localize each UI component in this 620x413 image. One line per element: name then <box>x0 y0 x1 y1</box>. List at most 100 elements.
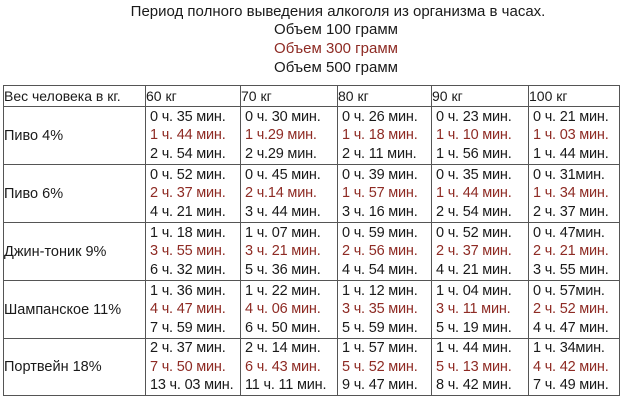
weight-header: 70 кг <box>240 85 338 107</box>
time-300g: 3 ч. 11 мин. <box>436 301 511 318</box>
time-cell: 1 ч. 04 мин. 3 ч. 11 мин. 5 ч. 19 мин. <box>431 280 529 339</box>
corner-label: Вес человека в кг. <box>3 85 146 107</box>
time-cell: 2 ч. 37 мин. 7 ч. 50 мин. 13 ч. 03 мин. <box>145 338 241 396</box>
time-100g: 1 ч. 36 мин. <box>150 282 226 299</box>
time-100g: 1 ч. 34мин. <box>533 340 605 356</box>
time-100g: 1 ч. 18 мин. <box>150 224 226 241</box>
time-300g: 1 ч. 57 мин. <box>342 185 418 202</box>
time-100g: 1 ч. 44 мин. <box>436 340 512 356</box>
time-300g: 6 ч. 43 мин. <box>245 358 321 375</box>
time-300g: 1 ч. 44 мин. <box>150 127 226 144</box>
time-100g: 0 ч. 47мин. <box>533 224 605 241</box>
time-cell: 0 ч. 57мин. 2 ч. 52 мин. 4 ч. 47 мин. <box>528 280 620 339</box>
weight-header: 60 кг <box>145 85 241 107</box>
time-500g: 2 ч. 37 мин. <box>533 203 609 220</box>
time-cell: 0 ч. 23 мин. 1 ч. 10 мин. 1 ч. 56 мин. <box>431 106 529 165</box>
time-500g: 8 ч. 42 мин. <box>436 377 512 393</box>
time-300g: 1 ч.29 мин. <box>245 127 317 144</box>
time-cell: 0 ч. 47мин. 2 ч. 21 мин. 3 ч. 55 мин. <box>528 222 620 281</box>
time-cell: 0 ч. 31мин. 1 ч. 34 мин. 2 ч. 37 мин. <box>528 164 620 223</box>
elimination-table: Вес человека в кг. 60 кг 70 кг 80 кг 90 … <box>3 85 620 396</box>
time-100g: 0 ч. 26 мин. <box>342 108 418 125</box>
time-100g: 0 ч. 35 мин. <box>150 108 226 125</box>
time-500g: 6 ч. 50 мин. <box>245 319 321 336</box>
time-cell: 1 ч. 18 мин. 3 ч. 55 мин. 6 ч. 32 мин. <box>145 222 241 281</box>
time-500g: 7 ч. 49 мин. <box>533 377 609 393</box>
weight-header: 80 кг <box>337 85 432 107</box>
time-300g: 5 ч. 52 мин. <box>342 358 418 375</box>
time-300g: 3 ч. 55 мин. <box>150 243 226 260</box>
time-500g: 3 ч. 44 мин. <box>245 203 321 220</box>
time-300g: 4 ч. 47 мин. <box>150 301 226 318</box>
time-100g: 1 ч. 07 мин. <box>245 224 321 241</box>
time-500g: 7 ч. 59 мин. <box>150 319 226 336</box>
time-300g: 2 ч. 21 мин. <box>533 243 609 260</box>
time-cell: 0 ч. 59 мин. 2 ч. 56 мин. 4 ч. 54 мин. <box>337 222 432 281</box>
time-300g: 4 ч. 42 мин. <box>533 358 609 375</box>
drink-label: Шампанское 11% <box>3 280 146 339</box>
time-cell: 0 ч. 52 мин. 2 ч. 37 мин. 4 ч. 21 мин. <box>145 164 241 223</box>
time-300g: 1 ч. 18 мин. <box>342 127 418 144</box>
time-cell: 0 ч. 35 мин. 1 ч. 44 мин. 2 ч. 54 мин. <box>431 164 529 223</box>
time-500g: 3 ч. 55 мин. <box>533 261 609 278</box>
time-100g: 0 ч. 52 мин. <box>150 166 226 183</box>
time-500g: 2 ч.29 мин. <box>245 145 317 162</box>
time-100g: 0 ч. 21 мин. <box>533 108 609 125</box>
time-300g: 1 ч. 10 мин. <box>436 127 512 144</box>
table-row: Джин-тоник 9% 1 ч. 18 мин. 3 ч. 55 мин. 6 ч… <box>3 222 620 281</box>
time-300g: 2 ч. 37 мин. <box>150 185 226 202</box>
time-300g: 2 ч. 37 мин. <box>436 243 512 260</box>
time-500g: 4 ч. 47 мин. <box>533 319 609 336</box>
time-cell: 0 ч. 21 мин. 1 ч. 03 мин. 1 ч. 44 мин. <box>528 106 620 165</box>
time-500g: 3 ч. 16 мин. <box>342 203 418 220</box>
time-500g: 2 ч. 11 мин. <box>342 145 417 162</box>
time-500g: 5 ч. 59 мин. <box>342 319 418 336</box>
time-500g: 4 ч. 54 мин. <box>342 261 418 278</box>
time-cell: 0 ч. 35 мин. 1 ч. 44 мин. 2 ч. 54 мин. <box>145 106 241 165</box>
time-300g: 1 ч. 34 мин. <box>533 185 609 202</box>
time-500g: 5 ч. 19 мин. <box>436 319 512 336</box>
time-100g: 1 ч. 12 мин. <box>342 282 418 299</box>
time-cell: 1 ч. 22 мин. 4 ч. 06 мин. 6 ч. 50 мин. <box>240 280 338 339</box>
drink-label: Джин-тоник 9% <box>3 222 146 281</box>
time-500g: 1 ч. 44 мин. <box>533 145 609 162</box>
time-100g: 0 ч. 59 мин. <box>342 224 418 241</box>
time-100g: 0 ч. 52 мин. <box>436 224 512 241</box>
drink-label: Портвейн 18% <box>3 338 146 396</box>
serving-label-300: Объем 300 грамм <box>274 40 398 57</box>
time-cell: 0 ч. 39 мин. 1 ч. 57 мин. 3 ч. 16 мин. <box>337 164 432 223</box>
time-cell: 1 ч. 34мин. 4 ч. 42 мин. 7 ч. 49 мин. <box>528 338 620 396</box>
time-100g: 0 ч. 35 мин. <box>436 166 512 183</box>
time-500g: 2 ч. 54 мин. <box>436 203 512 220</box>
weight-header: 90 кг <box>431 85 529 107</box>
time-cell: 1 ч. 57 мин. 5 ч. 52 мин. 9 ч. 47 мин. <box>337 338 432 396</box>
time-300g: 4 ч. 06 мин. <box>245 301 321 318</box>
time-300g: 2 ч. 56 мин. <box>342 243 418 260</box>
time-500g: 5 ч. 36 мин. <box>245 261 321 278</box>
time-cell: 1 ч. 36 мин. 4 ч. 47 мин. 7 ч. 59 мин. <box>145 280 241 339</box>
drink-label: Пиво 6% <box>3 164 146 223</box>
weight-header-row: Вес человека в кг. 60 кг 70 кг 80 кг 90 … <box>3 85 620 107</box>
time-100g: 0 ч. 57мин. <box>533 282 605 299</box>
time-300g: 2 ч. 52 мин. <box>533 301 609 318</box>
time-500g: 11 ч. 11 мин. <box>245 377 327 393</box>
time-500g: 6 ч. 32 мин. <box>150 261 226 278</box>
time-cell: 2 ч. 14 мин. 6 ч. 43 мин. 11 ч. 11 мин. <box>240 338 338 396</box>
time-cell: 0 ч. 45 мин. 2 ч.14 мин. 3 ч. 44 мин. <box>240 164 338 223</box>
table-row: Шампанское 11% 1 ч. 36 мин. 4 ч. 47 мин. 7 … <box>3 280 620 339</box>
time-300g: 1 ч. 44 мин. <box>436 185 512 202</box>
time-100g: 0 ч. 39 мин. <box>342 166 418 183</box>
serving-label-500: Объем 500 грамм <box>274 59 398 76</box>
time-100g: 1 ч. 04 мин. <box>436 282 512 299</box>
time-500g: 4 ч. 21 мин. <box>436 261 512 278</box>
page-title: Период полного выведения алкоголя из орг… <box>130 3 546 20</box>
time-300g: 3 ч. 35 мин. <box>342 301 418 318</box>
drink-label: Пиво 4% <box>3 106 146 165</box>
time-500g: 1 ч. 56 мин. <box>436 145 512 162</box>
time-100g: 0 ч. 23 мин. <box>436 108 512 125</box>
time-cell: 0 ч. 26 мин. 1 ч. 18 мин. 2 ч. 11 мин. <box>337 106 432 165</box>
time-300g: 3 ч. 21 мин. <box>245 243 321 260</box>
table-row: Пиво 6% 0 ч. 52 мин. 2 ч. 37 мин. 4 ч. 21 м… <box>3 164 620 223</box>
time-cell: 0 ч. 30 мин. 1 ч.29 мин. 2 ч.29 мин. <box>240 106 338 165</box>
time-500g: 2 ч. 54 мин. <box>150 145 226 162</box>
